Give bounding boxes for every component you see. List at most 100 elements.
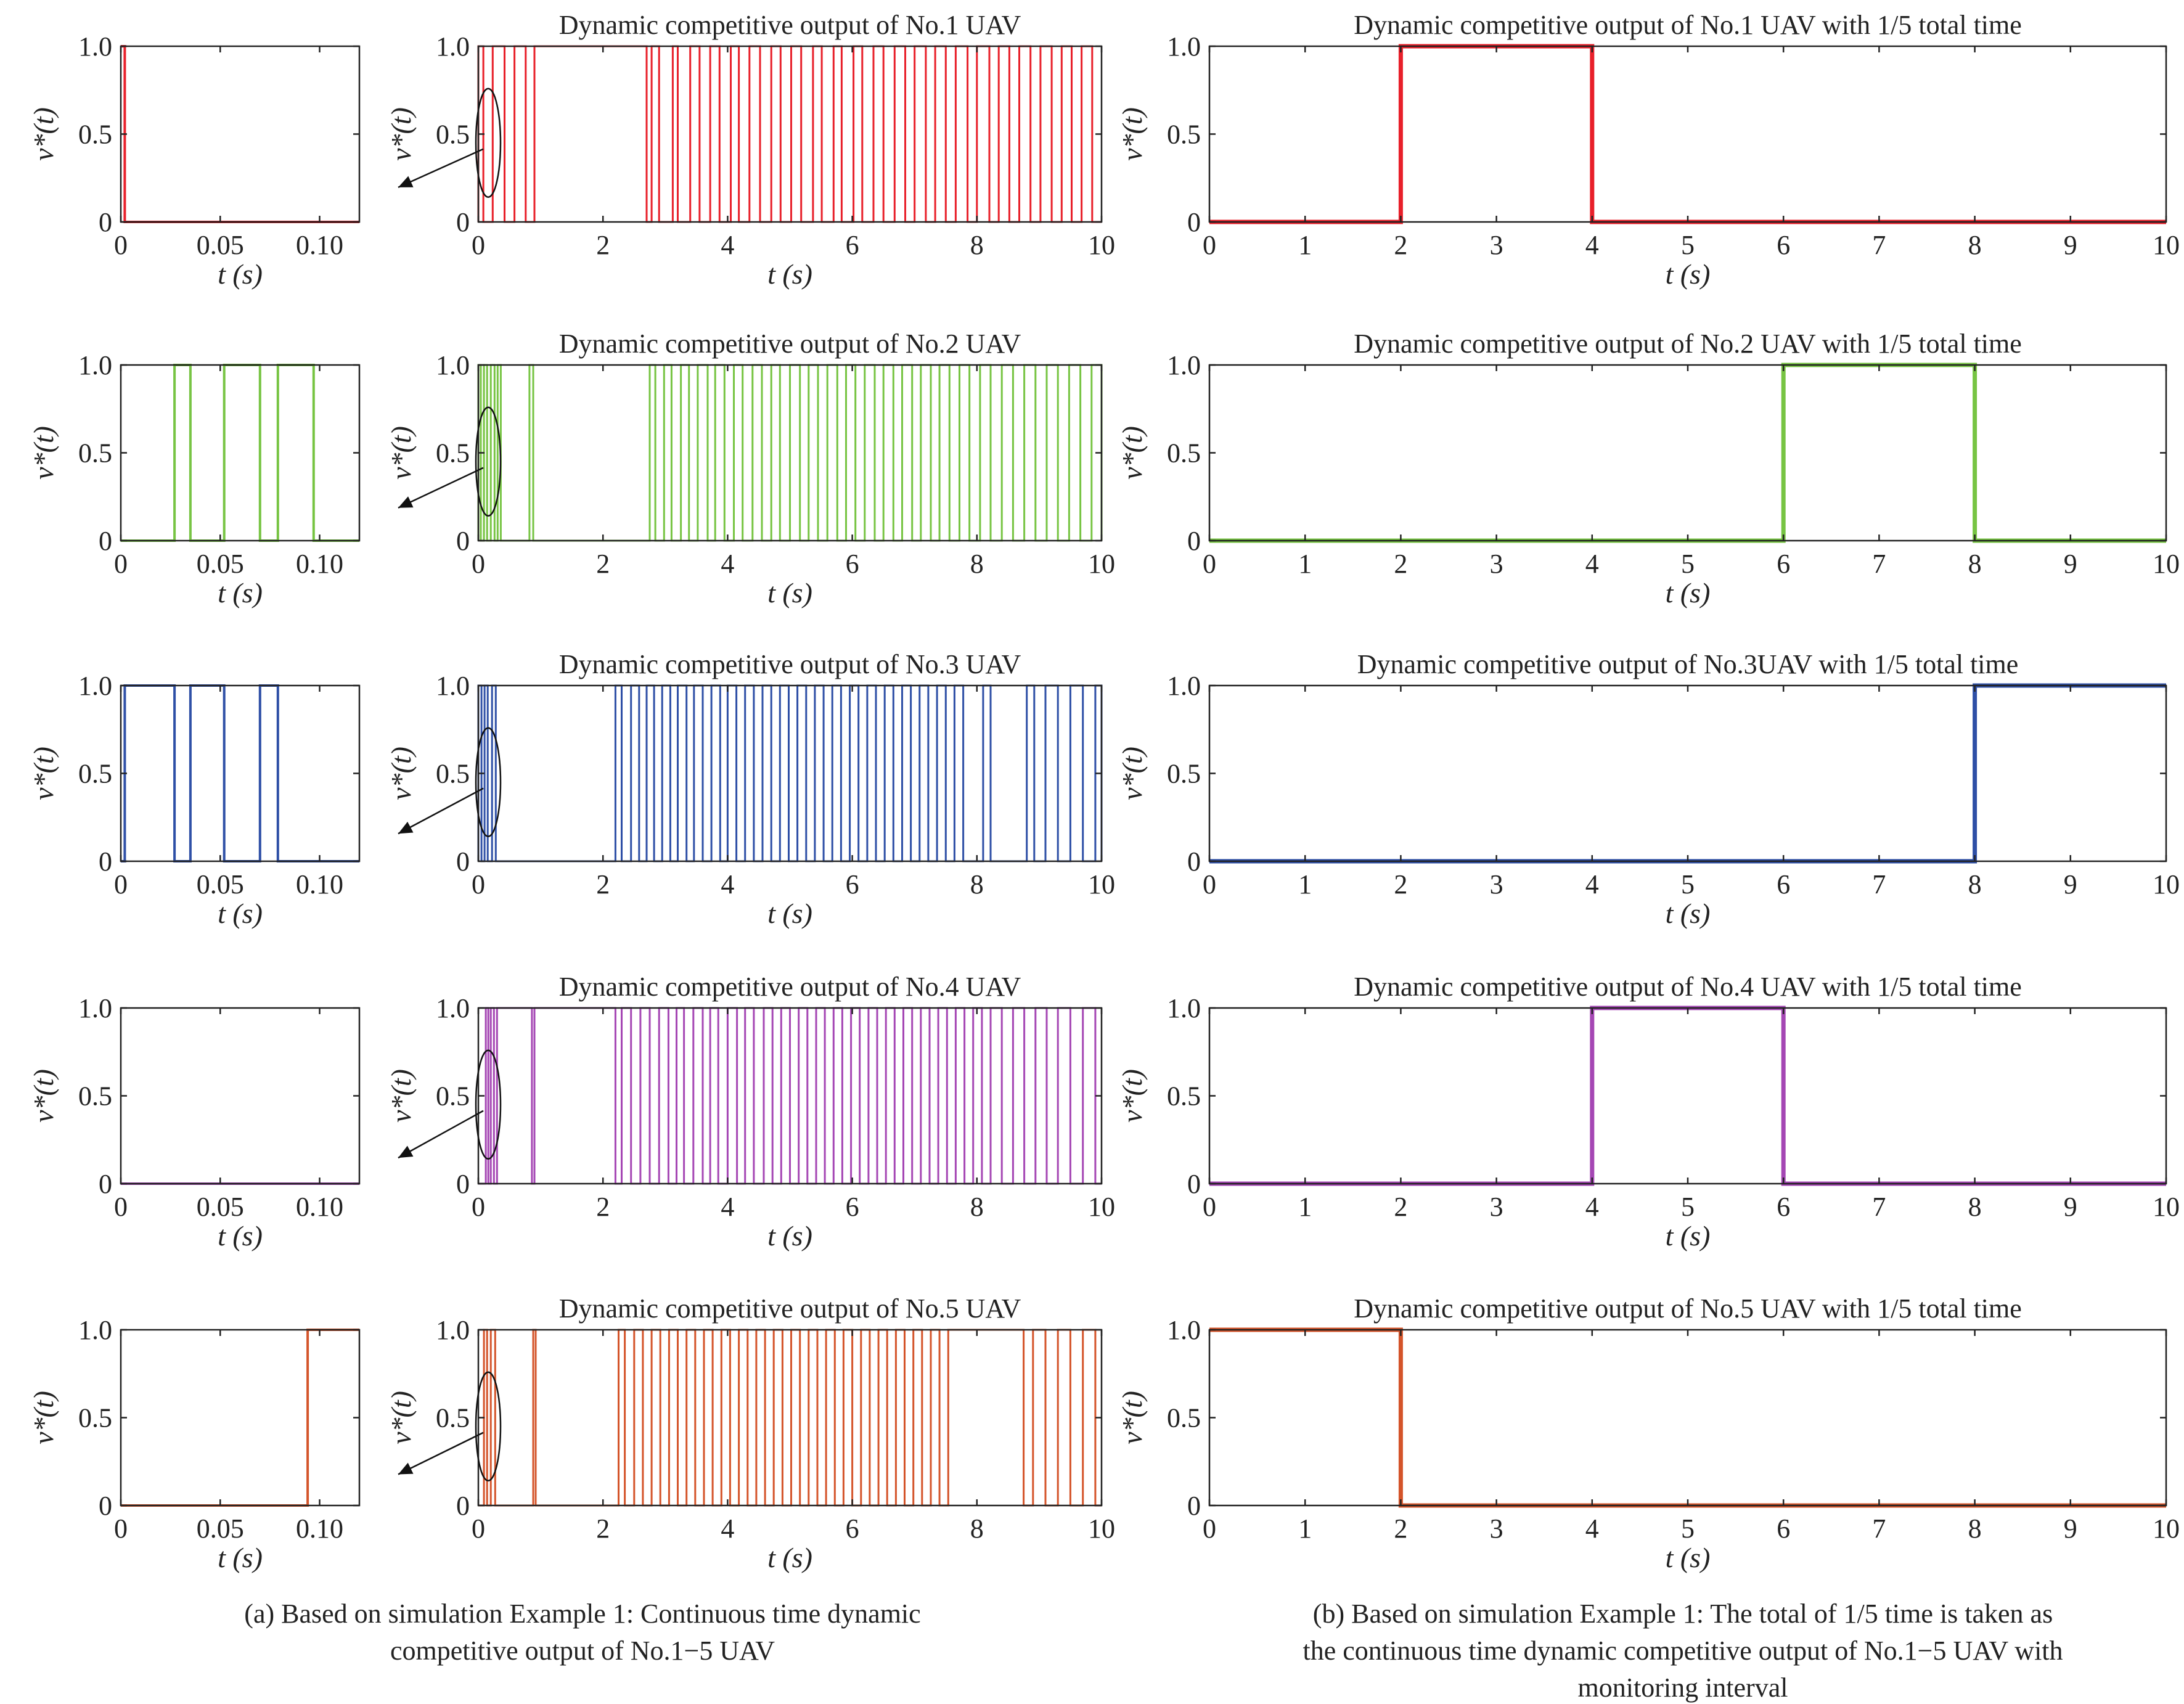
x-tick-label: 4 (1585, 869, 1599, 899)
y-tick-label: 1.0 (78, 350, 112, 380)
x-axis-label: t (s) (218, 898, 263, 929)
y-tick-label: 0 (1187, 207, 1201, 237)
x-tick-label: 2 (596, 549, 610, 579)
zoom-region-ellipse (475, 1049, 502, 1160)
x-tick-label: 2 (596, 230, 610, 260)
y-tick-label: 0 (99, 526, 112, 556)
series-line (478, 1007, 1102, 1185)
zoom-region-ellipse (475, 406, 502, 517)
x-tick-label: 8 (1968, 230, 1982, 260)
series-line (121, 364, 359, 542)
y-tick-label: 0.5 (436, 1403, 470, 1433)
x-tick-label: 0.10 (296, 869, 343, 899)
y-tick-label: 0 (1187, 846, 1201, 877)
y-axis-label: v*(t) (385, 1391, 417, 1444)
y-axis-label: v*(t) (385, 747, 417, 800)
x-tick-label: 0 (114, 869, 128, 899)
x-tick-label: 0 (1203, 230, 1216, 260)
x-tick-label: 3 (1490, 869, 1503, 899)
y-tick-label: 0.5 (436, 1081, 470, 1112)
panel-title: Dynamic competitive output of No.4 UAV w… (1354, 972, 2022, 1002)
panel-a5-zoom: 0 0.5 1.0 0 0.05 0.10 t (s) v*(t) (28, 1315, 361, 1573)
panel-b4: Dynamic competitive output of No.4 UAV w… (1116, 972, 2180, 1251)
y-tick-label: 0.5 (78, 1081, 112, 1112)
x-tick-label: 1 (1298, 869, 1312, 899)
x-tick-label: 6 (1777, 230, 1790, 260)
x-axis-label: t (s) (1666, 898, 1711, 929)
y-tick-label: 1.0 (78, 1315, 112, 1345)
x-tick-label: 2 (1394, 869, 1407, 899)
x-tick-label: 0 (1203, 549, 1216, 579)
x-tick-label: 4 (1585, 1514, 1599, 1544)
y-tick-label: 0.5 (1167, 1081, 1201, 1112)
axes-box (120, 684, 361, 862)
x-axis-label: t (s) (218, 258, 263, 290)
y-tick-label: 0 (1187, 526, 1201, 556)
y-axis-label: v*(t) (1116, 107, 1148, 161)
x-tick-label: 9 (2064, 549, 2077, 579)
panel-title: Dynamic competitive output of No.1 UAV (559, 10, 1021, 40)
y-tick-label: 1.0 (436, 671, 470, 701)
y-axis-label: v*(t) (28, 747, 59, 800)
series-line (477, 45, 1102, 223)
x-axis-label: t (s) (767, 1542, 812, 1573)
x-tick-label: 6 (846, 1192, 859, 1222)
series-line (1209, 1006, 2166, 1186)
axes-box (1208, 364, 2167, 542)
axes-box (1208, 1007, 2167, 1185)
axes-box (477, 45, 1103, 223)
x-axis-label: t (s) (767, 1220, 812, 1251)
x-tick-label: 8 (1968, 1192, 1982, 1222)
x-axis-label: t (s) (1666, 577, 1711, 608)
x-axis-label: t (s) (767, 258, 812, 290)
x-tick-label: 0 (1203, 1514, 1216, 1544)
series-line (1209, 44, 2166, 224)
x-axis-label: t (s) (1666, 1542, 1711, 1573)
x-tick-label: 8 (970, 230, 984, 260)
panel-title: Dynamic competitive output of No.2 UAV (559, 329, 1021, 359)
axes-box (1208, 1329, 2167, 1507)
y-tick-label: 1.0 (78, 31, 112, 62)
x-axis-label: t (s) (767, 898, 812, 929)
x-tick-label: 0.05 (197, 230, 244, 260)
series-line (477, 364, 1103, 542)
y-tick-label: 0 (99, 207, 112, 237)
x-tick-label: 0 (114, 1514, 128, 1544)
y-tick-label: 1.0 (1167, 350, 1201, 380)
y-axis-label: v*(t) (28, 1391, 59, 1444)
x-tick-label: 6 (1777, 549, 1790, 579)
panel-a3-zoom: 0 0.5 1.0 0 0.05 0.10 t (s) v*(t) (28, 671, 361, 929)
x-tick-label: 7 (1872, 549, 1886, 579)
x-tick-label: 5 (1681, 869, 1695, 899)
x-tick-label: 8 (1968, 549, 1982, 579)
x-tick-label: 2 (1394, 1192, 1407, 1222)
x-tick-label: 7 (1872, 230, 1886, 260)
x-axis-label: t (s) (1666, 258, 1711, 290)
caption-a-line-2: competitive output of No.1−5 UAV (390, 1636, 775, 1666)
y-axis-label: v*(t) (28, 426, 59, 480)
x-tick-label: 6 (1777, 1192, 1790, 1222)
y-axis-label: v*(t) (28, 1069, 59, 1123)
x-tick-label: 6 (846, 230, 859, 260)
x-tick-label: 0.10 (296, 549, 343, 579)
panel-b3: Dynamic competitive output of No.3UAV wi… (1116, 649, 2180, 929)
series-line (477, 684, 1103, 862)
x-tick-label: 10 (2153, 1514, 2180, 1544)
axes-box (1208, 684, 2167, 862)
axes-box (120, 45, 361, 223)
y-tick-label: 0.5 (78, 1403, 112, 1433)
y-axis-label: v*(t) (385, 426, 417, 480)
x-tick-label: 7 (1872, 869, 1886, 899)
x-tick-label: 8 (1968, 869, 1982, 899)
x-tick-label: 10 (1088, 869, 1115, 899)
zoom-region-ellipse (475, 88, 502, 198)
y-tick-label: 1.0 (78, 993, 112, 1023)
y-tick-label: 1.0 (1167, 993, 1201, 1023)
y-tick-label: 0 (456, 526, 470, 556)
x-tick-label: 0 (1203, 1192, 1216, 1222)
y-tick-label: 1.0 (436, 993, 470, 1023)
x-tick-label: 4 (721, 1192, 734, 1222)
x-tick-label: 4 (1585, 549, 1599, 579)
x-tick-label: 4 (721, 549, 734, 579)
